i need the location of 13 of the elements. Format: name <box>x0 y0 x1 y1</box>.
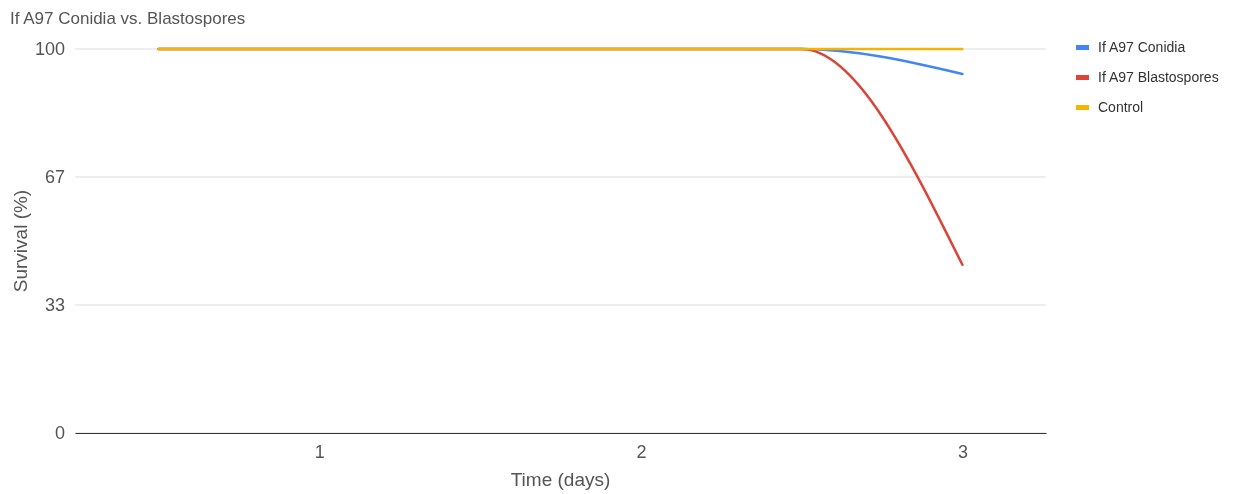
x-axis-title: Time (days) <box>510 469 611 490</box>
x-tick-label: 2 <box>636 441 647 462</box>
x-tick-label: 1 <box>314 441 325 462</box>
y-tick-label: 0 <box>54 423 65 444</box>
y-tick-label: 67 <box>44 167 65 188</box>
y-tick-label: 100 <box>34 39 65 60</box>
x-tick-label: 3 <box>957 441 968 462</box>
legend-label: If A97 Blastospores <box>1098 69 1219 85</box>
legend-label: Control <box>1098 99 1144 115</box>
chart-title: If A97 Conidia vs. Blastospores <box>10 9 246 28</box>
legend-label: If A97 Conidia <box>1098 39 1186 55</box>
y-axis-title: Survival (%) <box>10 189 31 293</box>
y-tick-label: 33 <box>44 295 65 316</box>
